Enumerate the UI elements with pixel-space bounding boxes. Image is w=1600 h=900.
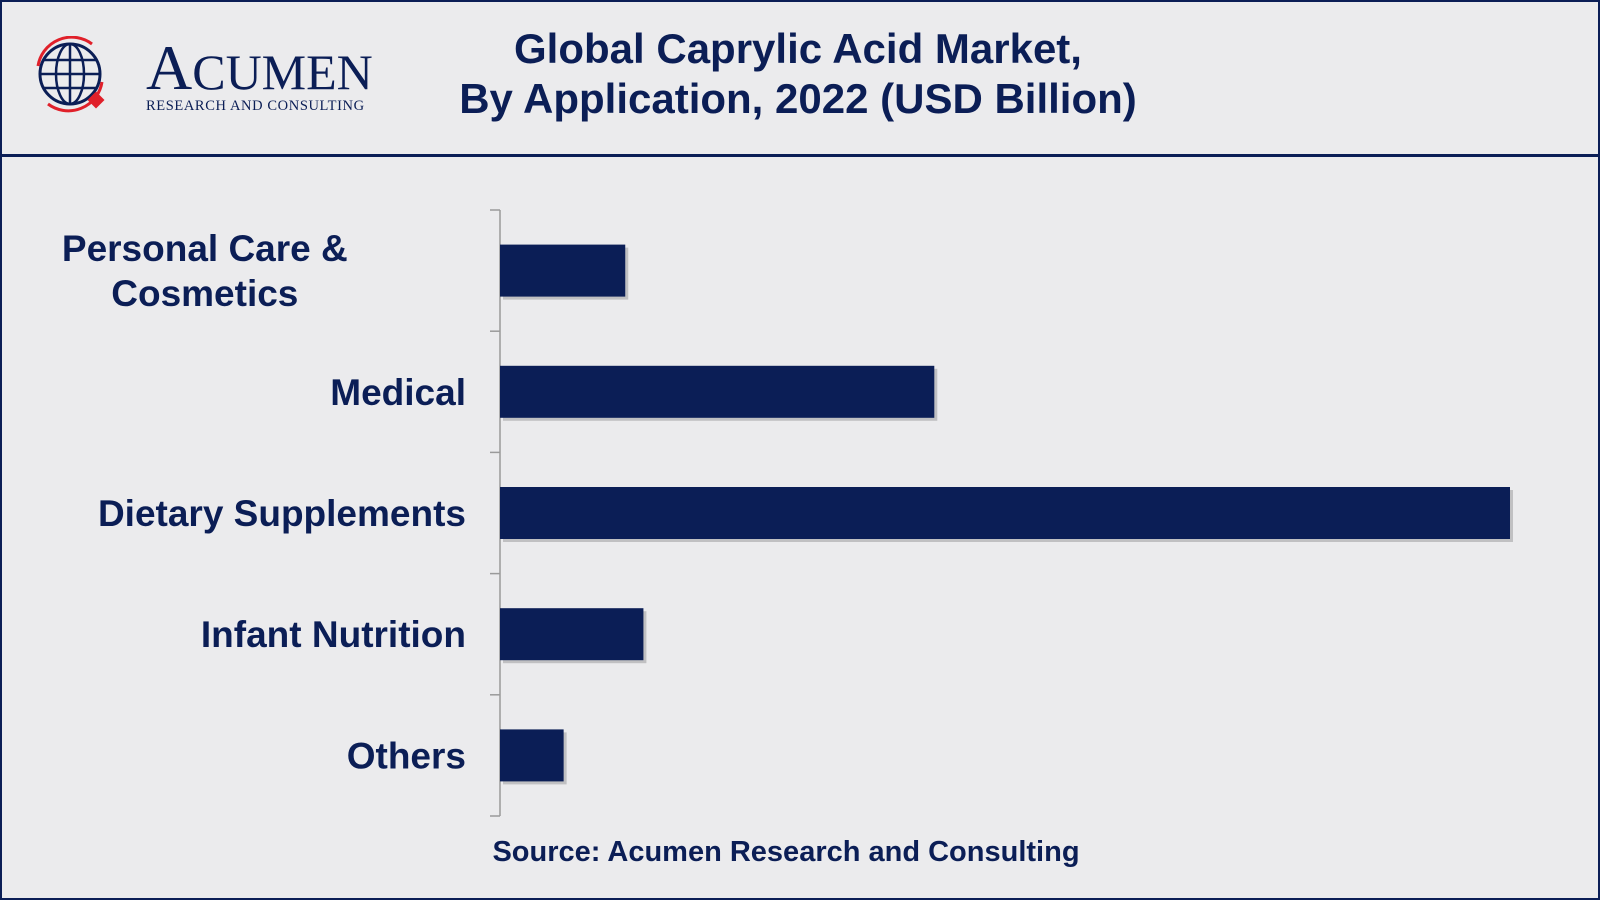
header: ACUMEN RESEARCH AND CONSULTING Global Ca… xyxy=(2,2,1598,157)
category-label: Medical xyxy=(330,372,466,413)
bar-others xyxy=(500,729,564,782)
bar-medical xyxy=(500,365,935,418)
brand-tagline: RESEARCH AND CONSULTING xyxy=(146,98,365,114)
bar-dietary-supplements xyxy=(500,487,1510,539)
category-label: Personal Care & Cosmetics xyxy=(62,228,348,314)
source-note: Source: Acumen Research and Consulting xyxy=(492,836,1080,868)
brand-name: ACUMEN xyxy=(146,32,373,103)
chart-title: Global Caprylic Acid Market, By Applicat… xyxy=(402,24,1194,124)
bar-personal-care-cosmetics xyxy=(500,244,626,297)
globe-icon xyxy=(36,35,105,113)
chart-title-line-1: Global Caprylic Acid Market, xyxy=(514,25,1082,72)
category-label: Dietary Supplements xyxy=(98,493,466,534)
chart-title-line-2: By Application, 2022 (USD Billion) xyxy=(459,75,1137,122)
category-label: Infant Nutrition xyxy=(201,614,466,655)
brand-logo: ACUMEN RESEARCH AND CONSULTING xyxy=(34,35,373,116)
category-label: Others xyxy=(347,735,466,776)
bar-infant-nutrition xyxy=(500,608,644,661)
